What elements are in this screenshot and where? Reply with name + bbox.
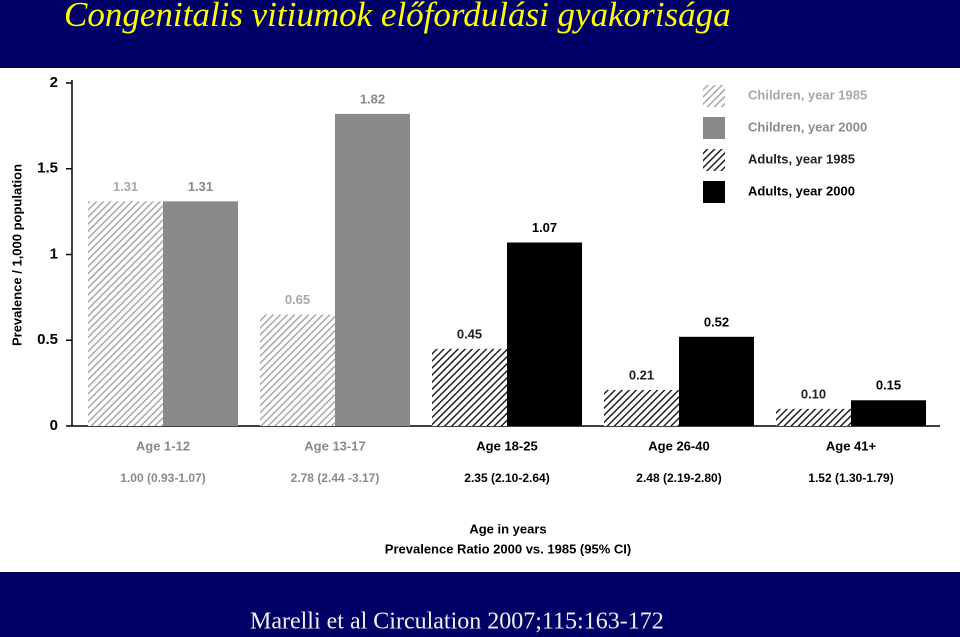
bar xyxy=(163,201,238,426)
x-tick-label: Age 18-25 xyxy=(476,438,537,453)
ratio-label: 1.00 (0.93-1.07) xyxy=(120,471,205,485)
value-label: 1.07 xyxy=(532,220,557,235)
x-tick-label: Age 41+ xyxy=(826,438,877,453)
value-label: 0.52 xyxy=(704,314,729,329)
value-label: 0.45 xyxy=(457,326,482,341)
legend-swatch xyxy=(703,117,725,139)
legend-label: Adults, year 1985 xyxy=(748,151,855,166)
legend-label: Adults, year 2000 xyxy=(748,183,855,198)
y-tick-label: 0 xyxy=(50,417,58,434)
value-label: 1.31 xyxy=(113,179,138,194)
bar xyxy=(679,336,754,426)
legend-swatch xyxy=(703,149,725,171)
bar xyxy=(776,408,851,426)
value-label: 0.21 xyxy=(629,367,654,382)
bar xyxy=(88,201,163,426)
ratio-label: 2.78 (2.44 -3.17) xyxy=(291,471,380,485)
legend-label: Children, year 2000 xyxy=(748,119,867,134)
bar xyxy=(335,113,410,427)
value-label: 0.10 xyxy=(801,386,826,401)
bar xyxy=(432,348,507,426)
y-tick-label: 0.5 xyxy=(37,331,58,348)
bar xyxy=(604,389,679,426)
x-tick-label: Age 13-17 xyxy=(304,438,365,453)
x-axis-label: Age in years xyxy=(469,521,546,536)
citation: Marelli et al Circulation 2007;115:163-1… xyxy=(250,609,664,635)
bar xyxy=(507,242,582,426)
y-tick-label: 2 xyxy=(50,74,58,91)
value-label: 0.65 xyxy=(285,292,310,307)
bar xyxy=(260,314,335,426)
legend-label: Children, year 1985 xyxy=(748,87,867,102)
y-axis-label: Prevalence / 1,000 population xyxy=(9,164,24,346)
x-tick-label: Age 1-12 xyxy=(136,438,190,453)
value-label: 1.31 xyxy=(188,179,213,194)
value-label: 0.15 xyxy=(876,378,901,393)
ratio-label: 1.52 (1.30-1.79) xyxy=(808,471,893,485)
legend-swatch xyxy=(703,181,725,203)
ratio-label: 2.48 (2.19-2.80) xyxy=(636,471,721,485)
y-tick-label: 1.5 xyxy=(37,160,58,177)
ratio-label: 2.35 (2.10-2.64) xyxy=(464,471,549,485)
value-label: 1.82 xyxy=(360,91,385,106)
legend-swatch xyxy=(703,85,725,107)
x-axis-label-2: Prevalence Ratio 2000 vs. 1985 (95% CI) xyxy=(385,541,631,556)
x-tick-label: Age 26-40 xyxy=(648,438,709,453)
slide-title: Congenitalis vitiumok előfordulási gyako… xyxy=(64,0,731,34)
bar xyxy=(851,400,926,426)
y-tick-label: 1 xyxy=(50,245,58,262)
